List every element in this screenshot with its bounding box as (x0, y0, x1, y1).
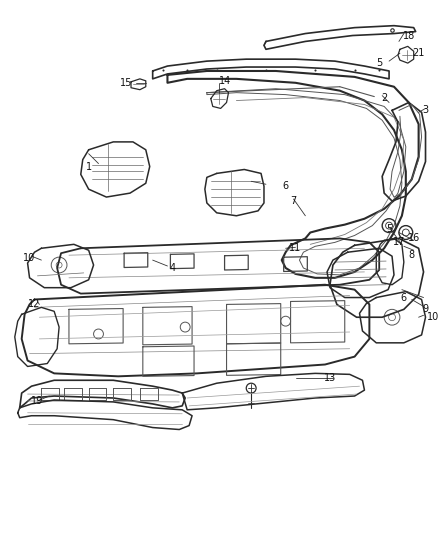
Text: 9: 9 (423, 304, 428, 314)
Text: 10: 10 (427, 312, 438, 322)
Text: 7: 7 (290, 196, 297, 206)
Text: 2: 2 (381, 93, 387, 102)
Text: 5: 5 (386, 223, 392, 233)
Text: 1: 1 (85, 161, 92, 172)
Text: 6: 6 (283, 181, 289, 191)
Text: 15: 15 (120, 78, 132, 88)
Text: 11: 11 (290, 243, 302, 253)
Text: 18: 18 (403, 30, 415, 41)
Text: 8: 8 (409, 250, 415, 260)
Text: 6: 6 (401, 293, 407, 303)
Text: 4: 4 (170, 263, 176, 273)
Text: 13: 13 (324, 373, 336, 383)
Text: 21: 21 (413, 49, 425, 58)
Text: 17: 17 (393, 237, 405, 247)
Text: 19: 19 (31, 396, 43, 406)
Text: 16: 16 (408, 233, 420, 244)
Text: 14: 14 (219, 76, 231, 86)
Text: 12: 12 (28, 300, 41, 310)
Text: 10: 10 (23, 253, 35, 263)
Text: 5: 5 (376, 58, 382, 68)
Text: 3: 3 (423, 106, 428, 115)
